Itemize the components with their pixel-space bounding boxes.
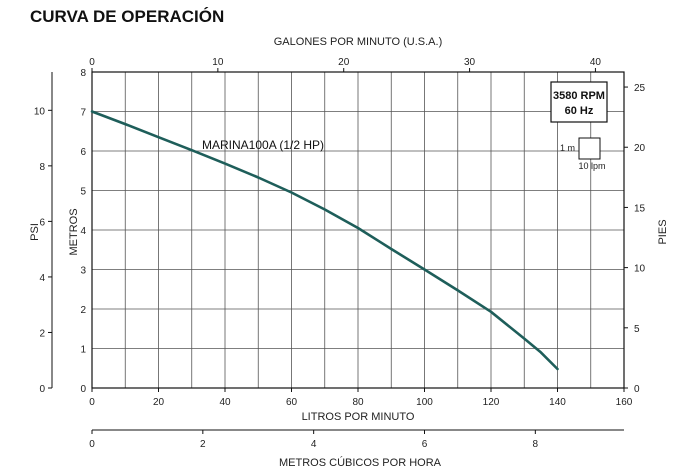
meters-tick-label: 4 [80, 226, 86, 237]
feet-tick-label: 15 [634, 203, 646, 214]
meters-axis-title: METROS [68, 208, 80, 255]
psi-tick-label: 2 [39, 328, 45, 339]
bottom-tick-label: 0 [89, 397, 95, 408]
bottom2-tick-label: 2 [200, 439, 206, 450]
top-tick-label: 0 [89, 57, 95, 68]
top-tick-label: 10 [212, 57, 224, 68]
scale-key: 1 m 10 lpm [560, 137, 606, 171]
meters-tick-label: 7 [80, 108, 86, 119]
chart-title: CURVA DE OPERACIÓN [30, 7, 224, 26]
top-tick-label: 20 [338, 57, 350, 68]
feet-tick-label: 20 [634, 143, 646, 154]
legend-hz: 60 Hz [565, 105, 594, 117]
series-label: MARINA100A (1/2 HP) [202, 138, 324, 152]
feet-tick-label: 5 [634, 324, 640, 335]
feet-tick-label: 0 [634, 384, 640, 395]
feet-axis-title: PIES [657, 219, 669, 244]
top-tick-label: 30 [464, 57, 476, 68]
psi-tick-label: 4 [39, 273, 45, 284]
bottom2-tick-label: 0 [89, 439, 95, 450]
legend-rpm: 3580 RPM [553, 90, 605, 102]
psi-tick-label: 8 [39, 162, 45, 173]
legend-box: 3580 RPM 60 Hz [550, 81, 608, 123]
bottom-tick-label: 100 [416, 397, 433, 408]
bottom2-tick-label: 4 [311, 439, 317, 450]
bottom-axis-title: LITROS POR MINUTO [302, 411, 415, 423]
series-line [90, 110, 559, 371]
series-layer [90, 110, 559, 371]
bottom-tick-label: 160 [616, 397, 633, 408]
bottom-tick-label: 60 [286, 397, 298, 408]
scale-meter-label: 1 m [560, 143, 575, 153]
bottom-tick-label: 20 [153, 397, 165, 408]
scale-lpm-label: 10 lpm [578, 161, 605, 171]
feet-tick-label: 10 [634, 264, 646, 275]
meters-tick-label: 5 [80, 187, 86, 198]
top-axis-title: GALONES POR MINUTO (U.S.A.) [274, 36, 443, 48]
feet-tick-label: 25 [634, 83, 646, 94]
psi-tick-label: 0 [39, 384, 45, 395]
psi-tick-label: 10 [34, 106, 46, 117]
bottom2-axis-title: METROS CÚBICOS POR HORA [279, 456, 442, 469]
meters-tick-label: 3 [80, 266, 86, 277]
meters-tick-label: 1 [80, 345, 86, 356]
bottom-tick-label: 120 [483, 397, 500, 408]
top-tick-label: 40 [590, 57, 602, 68]
grid [92, 72, 624, 388]
bottom2-tick-label: 6 [422, 439, 428, 450]
bottom-tick-label: 40 [219, 397, 231, 408]
psi-axis-title: PSI [29, 223, 41, 241]
bottom-tick-label: 80 [352, 397, 364, 408]
meters-tick-label: 2 [80, 305, 86, 316]
bottom2-tick-label: 8 [533, 439, 539, 450]
psi-tick-label: 6 [39, 217, 45, 228]
meters-tick-label: 0 [80, 384, 86, 395]
meters-tick-label: 6 [80, 147, 86, 158]
bottom-tick-label: 140 [549, 397, 566, 408]
meters-tick-label: 8 [80, 68, 86, 79]
